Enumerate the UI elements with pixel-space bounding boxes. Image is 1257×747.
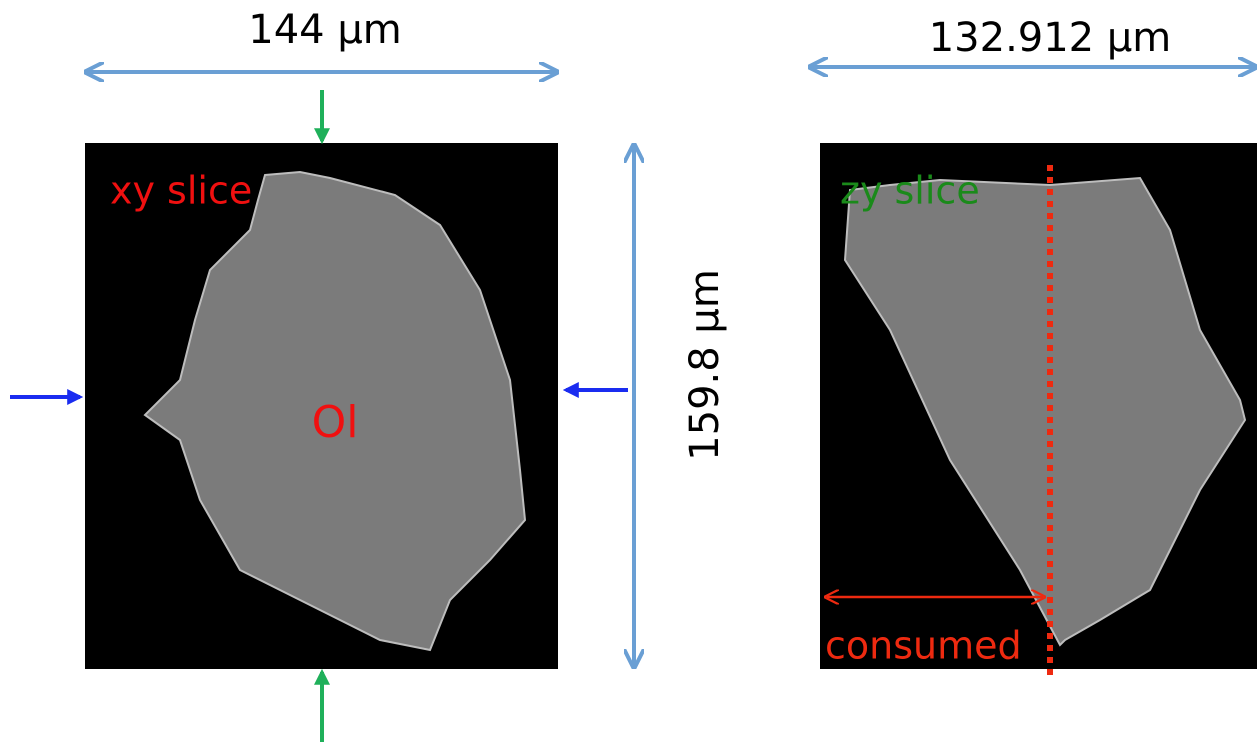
phase-label: Ol bbox=[312, 397, 359, 448]
panel-label: zy slice bbox=[840, 169, 980, 213]
zy-panel: zy slice consumed bbox=[820, 143, 1257, 675]
grain bbox=[843, 176, 1247, 647]
dimension-label: 144 µm bbox=[248, 7, 401, 53]
dimension-label: 132.912 µm bbox=[929, 15, 1172, 61]
annotation: consumed bbox=[825, 624, 1022, 668]
grain bbox=[143, 170, 527, 652]
panel-label: xy slice bbox=[110, 169, 252, 213]
xy-panel: xy slice Ol bbox=[85, 143, 558, 669]
dimension-label: 159.8 µm bbox=[682, 269, 728, 461]
